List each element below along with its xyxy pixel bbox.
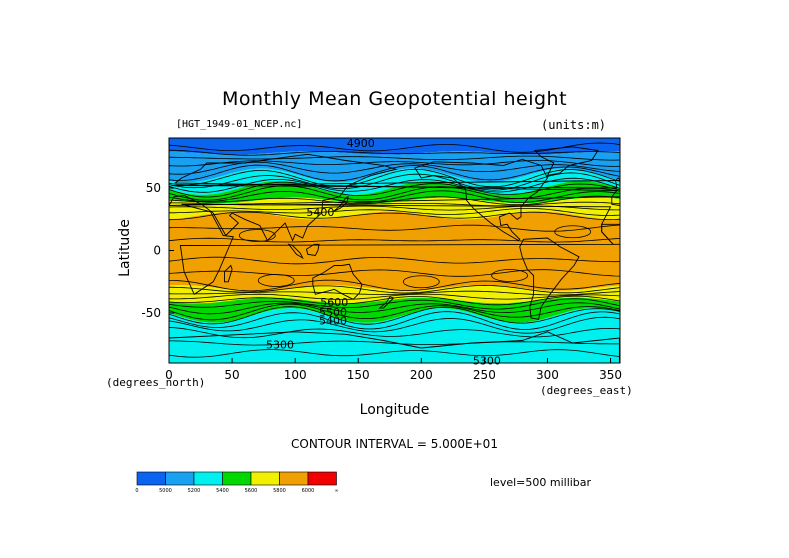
contour-line-15: [169, 208, 620, 216]
contour-line-0: [169, 142, 620, 153]
colorbar-label: 5800: [273, 488, 286, 494]
contour-cell-3: [554, 225, 592, 239]
coastline-sumatra: [287, 243, 304, 260]
coastline-madagascar: [224, 264, 233, 283]
y-tick-label: 0: [153, 244, 161, 258]
contour-line-11: [169, 190, 620, 203]
coastline-nz: [378, 296, 395, 309]
contour-label: 4900: [347, 137, 375, 150]
coastline-japan: [332, 196, 349, 213]
contour-interval-label: CONTOUR INTERVAL = 5.000E+01: [291, 437, 498, 451]
colorbar: 0 5000 5200 5400 5600 5800 6000 ∞: [135, 471, 339, 494]
contour-cell-2: [491, 269, 529, 282]
contour-line-1: [169, 149, 620, 156]
colorbar-swatch: [136, 471, 166, 486]
x-tick-label: 50: [224, 368, 239, 382]
x-tick-label: 350: [599, 368, 622, 382]
x-tick-label: 0: [165, 368, 173, 382]
file-name-label: [HGT_1949-01_NCEP.nc]: [176, 119, 303, 130]
x-tick-label: 250: [473, 368, 496, 382]
contour-line-34: [169, 349, 620, 358]
contour-line-25: [169, 295, 620, 306]
contour-label: 5400: [319, 315, 347, 328]
contour-cell-1: [402, 275, 440, 289]
contour-line-32: [169, 327, 620, 339]
coastline-west-africa: [601, 223, 620, 245]
contour-line-33: [169, 340, 620, 346]
y-tick-label: 50: [146, 181, 161, 195]
y-axis-unit: (degrees_north): [106, 376, 206, 389]
coastline-greenland: [533, 146, 599, 177]
contour-line-5: [169, 164, 620, 182]
coastline-uk: [171, 177, 620, 189]
y-axis-ticks: 50 0 -50: [141, 181, 174, 320]
x-tick-label: 100: [284, 368, 307, 382]
x-axis-title: Longitude: [359, 402, 430, 418]
chart-title: Monthly Mean Geopotential height: [221, 88, 568, 110]
colorbar-swatch: [307, 471, 337, 486]
colorbar-label: 5400: [216, 488, 229, 494]
contour-line-7: [169, 172, 620, 191]
coastline-south-america: [519, 237, 580, 320]
contour-line-10: [169, 185, 620, 201]
contour-line-29: [169, 306, 620, 325]
x-tick-label: 300: [536, 368, 559, 382]
contour-label: 5600: [320, 296, 348, 309]
contour-line-22: [169, 284, 620, 294]
contour-line-31: [169, 316, 620, 334]
contour-line-28: [169, 303, 620, 321]
contour-label: 5400: [306, 206, 334, 219]
band-0: [169, 138, 620, 155]
coastlines: [169, 146, 620, 363]
coastline-borneo: [305, 243, 320, 256]
contour-label: 5300: [473, 355, 501, 368]
colorbar-label: 5200: [188, 488, 201, 494]
colorbar-swatch: [279, 471, 309, 486]
colorbar-swatch: [165, 471, 195, 486]
contour-label: 5500: [319, 306, 347, 319]
contour-label: 5300: [266, 338, 294, 351]
contour-line-24: [169, 293, 620, 300]
contour-cell-0: [257, 274, 295, 287]
contour-line-27: [169, 302, 620, 315]
x-axis-unit: (degrees_east): [540, 384, 633, 397]
contour-cell-4: [238, 229, 276, 242]
coastline-iberia: [611, 196, 620, 206]
coastline-australia: [312, 263, 363, 300]
band-1: [169, 151, 620, 183]
x-tick-label: 150: [347, 368, 370, 382]
colorbar-swatch: [222, 471, 252, 486]
contour-line-23: [169, 290, 620, 296]
colorbar-label: 6000: [302, 488, 315, 494]
colorbar-label: ∞: [334, 488, 338, 494]
contour-line-19: [169, 256, 620, 265]
contour-line-30: [169, 311, 620, 330]
contour-line-2: [169, 155, 620, 161]
x-axis-ticks: 0 50 100 150 200 250 300 350: [165, 358, 622, 382]
colorbar-swatch: [193, 471, 223, 486]
contour-line-16: [169, 211, 620, 221]
contour-line-21: [169, 279, 620, 292]
colorbar-label: 5600: [245, 488, 258, 494]
coastline-europe-asia: [169, 153, 618, 242]
colorbar-swatch: [250, 471, 280, 486]
contour-line-3: [169, 160, 620, 167]
colorbar-label: 0: [135, 488, 138, 494]
level-label: level=500 millibar: [490, 476, 592, 489]
contour-line-20: [169, 269, 620, 277]
y-tick-label: -50: [141, 306, 161, 320]
coastline-antarctica: [169, 331, 620, 363]
colorbar-label: 5000: [159, 488, 172, 494]
x-tick-label: 200: [410, 368, 433, 382]
coastline-north-america: [414, 158, 549, 242]
contour-line-17: [169, 224, 620, 232]
band-5: [169, 211, 620, 291]
units-label: (units:m): [541, 118, 607, 132]
